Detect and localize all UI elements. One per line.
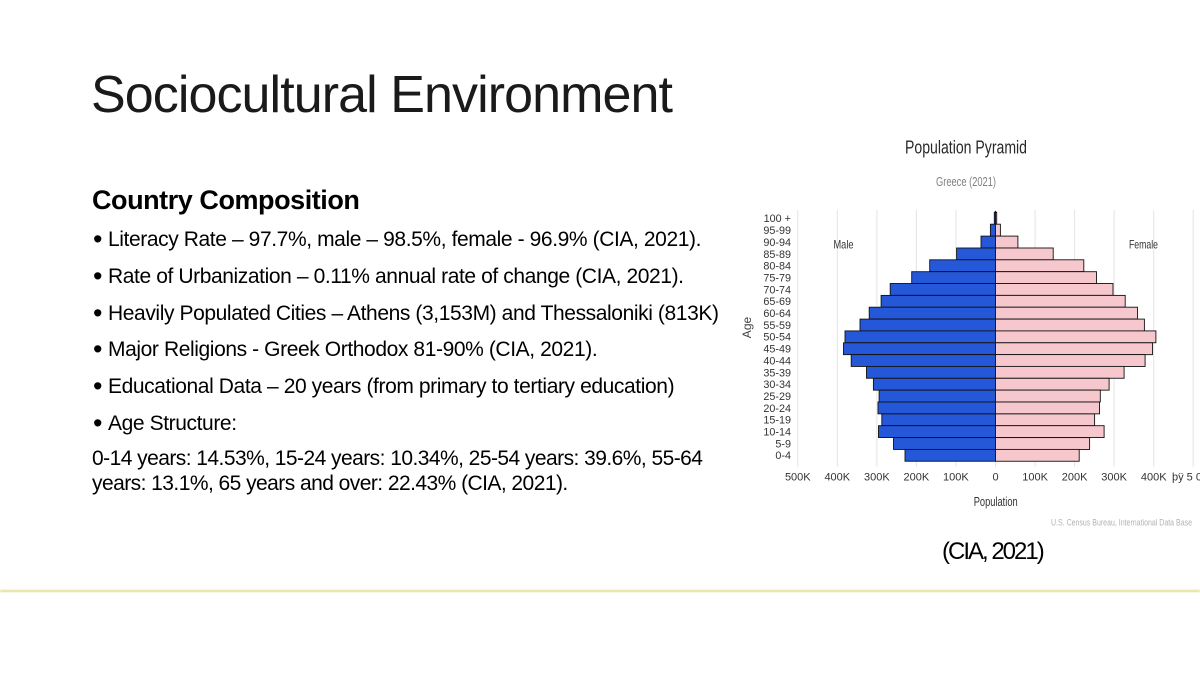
svg-text:500K: 500K — [785, 472, 811, 484]
svg-text:35-39: 35-39 — [763, 367, 791, 379]
svg-text:50-54: 50-54 — [763, 332, 791, 344]
svg-text:0-4: 0-4 — [775, 450, 791, 462]
svg-text:100 +: 100 + — [764, 213, 791, 225]
svg-text:25-29: 25-29 — [763, 391, 791, 403]
svg-text:Female: Female — [1129, 238, 1158, 252]
svg-text:10-14: 10-14 — [763, 427, 791, 439]
svg-text:100K: 100K — [1022, 472, 1048, 484]
svg-text:80-84: 80-84 — [763, 261, 791, 273]
svg-text:200K: 200K — [904, 472, 930, 484]
svg-text:300K: 300K — [864, 472, 890, 484]
svg-text:Greece (2021): Greece (2021) — [936, 175, 996, 189]
svg-text:Population: Population — [974, 495, 1018, 509]
svg-text:95-99: 95-99 — [763, 225, 791, 237]
svg-text:45-49: 45-49 — [763, 344, 791, 356]
svg-text:300K: 300K — [1101, 472, 1127, 484]
svg-text:U.S. Census Bureau, Internatio: U.S. Census Bureau, International Data B… — [1051, 517, 1192, 528]
svg-text:55-59: 55-59 — [763, 320, 791, 332]
svg-text:85-89: 85-89 — [763, 249, 791, 261]
svg-text:Age: Age — [740, 317, 754, 339]
svg-text:0: 0 — [992, 472, 998, 484]
svg-text:60-64: 60-64 — [763, 308, 791, 320]
svg-text:Male: Male — [834, 238, 854, 252]
svg-text:20-24: 20-24 — [763, 403, 791, 415]
svg-text:Population Pyramid: Population Pyramid — [905, 137, 1027, 158]
svg-text:40-44: 40-44 — [763, 355, 791, 367]
svg-text:30-34: 30-34 — [763, 379, 791, 391]
svg-text:70-74: 70-74 — [763, 284, 791, 296]
svg-text:90-94: 90-94 — [763, 237, 791, 249]
svg-text:400K: 400K — [824, 472, 850, 484]
svg-text:75-79: 75-79 — [763, 273, 791, 285]
svg-text:400K: 400K — [1141, 472, 1167, 484]
svg-text:15-19: 15-19 — [763, 415, 791, 427]
svg-text:65-69: 65-69 — [763, 296, 791, 308]
svg-text:þÿ 5 0 -: þÿ 5 0 - — [1172, 472, 1200, 484]
svg-text:5-9: 5-9 — [775, 438, 791, 450]
svg-text:100K: 100K — [943, 472, 969, 484]
svg-text:200K: 200K — [1062, 472, 1088, 484]
